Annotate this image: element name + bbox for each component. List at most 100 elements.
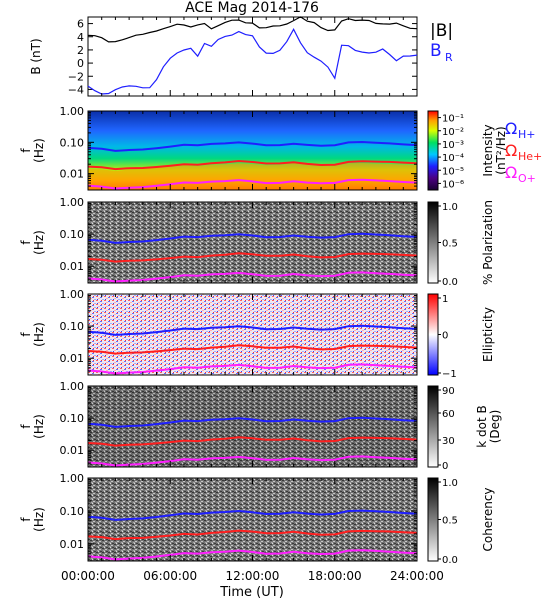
series-line-b-magnitude [87,16,418,43]
y-axis-label: B (nT) [29,38,43,74]
colorbar-tick-label: 0.5 [442,516,458,527]
gyro-line-h-plus [87,416,418,428]
y-tick-label: 0.01 [60,260,85,273]
colorbar-tick-label: 0.5 [442,239,458,250]
y-axis-label-units: (Hz) [32,138,46,163]
colorbar [427,385,439,468]
y-axis-label-f: f [19,332,33,337]
y-tick-label: 0.01 [60,168,85,181]
spectrogram-shade [88,478,417,561]
legend-b-magnitude: |B| [430,21,453,41]
colorbar-tick-label: 90 [442,386,455,397]
x-tick-label: 06:00:00 [143,569,197,583]
y-tick-label: 4 [77,31,84,44]
colorbar-tick-label: 10⁻³ [442,140,464,151]
x-tick-label: 00:00:00 [61,569,115,583]
panel-power-spectrum: 1.00 0.10 0.01 f (Hz) 10⁻¹ 10⁻² 10⁻³ 10⁻⁴ 10⁻⁵ 10⁻… [19,105,542,191]
y-axis-label-f: f [19,517,33,522]
colorbar-label: k dot B [475,405,489,447]
colorbar-label: % Polarization [481,200,495,285]
omega-label-h-plus: Ω [505,119,517,138]
y-tick-label: 0.10 [60,412,85,425]
y-tick-label: 1.00 [60,196,85,209]
colorbar-tick-label: 10⁻⁶ [442,179,464,190]
spectrogram-shade [88,386,417,467]
series-line-b-r [87,28,418,95]
gyro-line-he-plus [87,344,418,355]
gyro-line-he-plus [87,252,418,263]
y-axis-label-units: (Hz) [32,322,46,347]
y-tick-label: −4 [68,83,84,96]
colorbar-tick-label: 1 [442,294,448,305]
colorbar-tick-label: 10⁻⁵ [442,166,464,177]
spectrogram-image [88,294,417,375]
colorbar-tick-label: 10⁻² [442,127,464,138]
colorbar-tick-label: 30 [442,436,455,447]
gyro-line-he-plus [87,436,418,447]
colorbar-label: Coherency [481,487,495,551]
colorbar-tick-label: 10⁻¹ [442,114,464,125]
omega-label-o-plus-subscript: O+ [518,172,536,185]
y-axis-label-units: (Hz) [32,230,46,255]
x-tick-label: 18:00:00 [308,569,362,583]
y-axis-label-f: f [19,240,33,245]
legend-b-r-subscript: R [445,51,453,64]
gyro-line-h-plus [87,509,418,521]
y-tick-label: 0.10 [60,228,85,241]
omega-label-he-plus: Ω [505,141,517,160]
plot-frame [87,16,418,97]
colorbar-tick-label: 0.0 [442,555,458,566]
panel-polarization: 1.00 0.10 0.01 f (Hz) 1.0 0.5 0.0 % Polarization [19,196,495,288]
colorbar [427,293,439,376]
spectrogram-image [88,478,417,561]
y-tick-label: 1.00 [60,288,85,301]
y-tick-label: 1.00 [60,105,85,118]
panel-coherency: 1.00 0.10 0.01 f (Hz) 1.0 0.5 0.0 Coherency [19,472,495,566]
y-tick-label: 0.01 [60,444,85,457]
spectrogram-shade [88,202,417,283]
y-tick-label: 0.10 [60,320,85,333]
omega-label-o-plus: Ω [505,163,517,182]
y-tick-label: 0.10 [60,505,85,518]
colorbar-tick-label: 60 [442,409,455,420]
panel-k-dot-b: 1.00 0.10 0.01 f (Hz) 90 60 30 0 k dot B (Deg) [19,380,502,472]
y-tick-label: 0.01 [60,538,85,551]
gyro-line-o-plus [87,549,418,561]
colorbar-tick-label: 1.0 [442,478,458,489]
colorbar-label-units: (Deg) [488,410,502,444]
chart-title: ACE Mag 2014-176 [185,0,319,16]
x-tick-label: 12:00:00 [226,569,280,583]
colorbar-tick-label: 0 [442,331,448,342]
y-tick-label: 0 [77,57,84,70]
colorbar-tick-label: 1.0 [442,202,458,213]
gyro-line-h-plus [87,232,418,244]
gyro-line-he-plus [87,159,418,171]
legend-b-r: B [430,41,442,61]
y-tick-label: 2 [77,44,84,57]
colorbar-label-units: (nT²/Hz) [494,126,508,174]
gyro-line-h-plus [87,324,418,336]
colorbar [427,201,439,284]
y-tick-label: 1.00 [60,472,85,485]
omega-label-h-plus-subscript: H+ [518,128,536,141]
y-axis-label-f: f [19,148,33,153]
y-tick-label: 6 [77,18,84,31]
colorbar-tick-label: −1 [442,369,457,380]
y-tick-label: 1.00 [60,380,85,393]
colorbar-label: Ellipticity [481,307,495,362]
y-axis-label-f: f [19,424,33,429]
colorbar [427,110,439,191]
omega-label-he-plus-subscript: He+ [518,150,542,163]
colorbar-tick-label: 0 [442,461,448,472]
y-tick-label: 0.10 [60,136,85,149]
colorbar-tick-label: 10⁻⁴ [442,153,464,164]
spectrogram-image [88,386,417,467]
y-axis-label-units: (Hz) [32,507,46,532]
y-tick-label: 0.01 [60,352,85,365]
gyro-line-he-plus [87,529,418,541]
colorbar [427,477,439,562]
y-axis-label-units: (Hz) [32,414,46,439]
x-axis-label: Time (UT) [219,585,284,600]
